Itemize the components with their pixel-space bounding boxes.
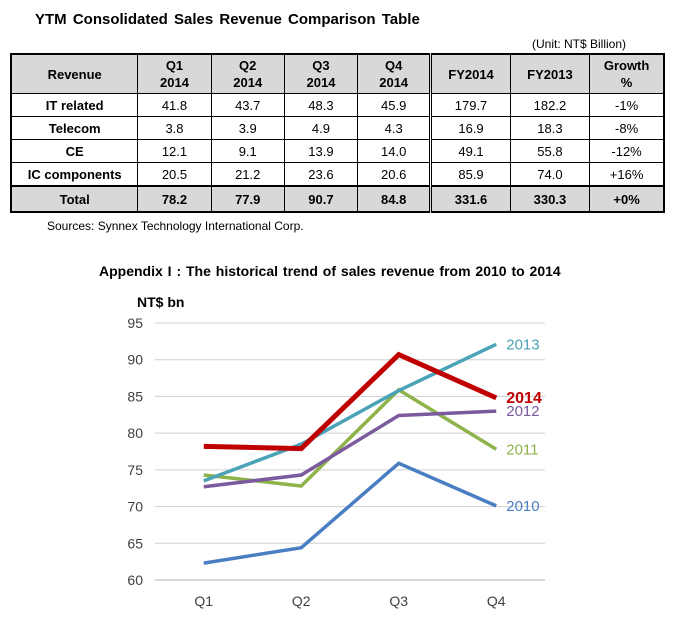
series-line-2014 <box>203 351 498 452</box>
x-tick-label: Q2 <box>292 593 311 609</box>
series-labels: 2010 2011 2012 2013 2014 <box>506 336 542 515</box>
y-tick-label: 70 <box>127 499 143 515</box>
x-tick-label: Q4 <box>487 593 506 609</box>
table-title: YTM Consolidated Sales Revenue Compariso… <box>35 11 420 28</box>
y-tick-label: 95 <box>127 315 143 331</box>
series-label-2010: 2010 <box>506 498 539 515</box>
y-tick-label: 75 <box>127 462 143 478</box>
y-tick-label: 90 <box>127 352 143 368</box>
sales-table: Revenue Q1 2014 Q2 2014 Q3 2014 Q4 2014 FY20… <box>10 53 665 213</box>
total-fy2013: 330.3 <box>509 185 591 213</box>
cell-q3: 23.6 <box>283 162 359 187</box>
row-label: CE <box>10 139 139 163</box>
y-tick-label: 85 <box>127 388 143 404</box>
header-growth: Growth% <box>589 53 665 94</box>
total-q1: 78.2 <box>137 185 212 213</box>
cell-q2: 9.1 <box>210 139 285 163</box>
series-label-2011: 2011 <box>506 441 538 458</box>
cell-fy2013: 55.8 <box>509 139 591 163</box>
cell-q2: 43.7 <box>210 93 285 117</box>
series-line-2013 <box>203 342 498 483</box>
header-fy2013: FY2013 <box>509 53 591 94</box>
y-tick-label: 65 <box>127 535 143 551</box>
cell-q3: 48.3 <box>283 93 359 117</box>
x-tick-label: Q1 <box>194 593 213 609</box>
x-tick-labels: Q1 Q2 Q3 Q4 <box>194 593 505 609</box>
y-tick-label: 60 <box>127 572 143 588</box>
x-tick-label: Q3 <box>389 593 408 609</box>
cell-q3: 4.9 <box>283 116 359 140</box>
table-row: IC components 20.5 21.2 23.6 20.6 85.9 7… <box>10 162 665 187</box>
source-note: Sources: Synnex Technology International… <box>47 219 304 233</box>
series-label-2013: 2013 <box>506 336 539 353</box>
cell-q2: 3.9 <box>210 116 285 140</box>
total-growth: +0% <box>589 185 665 213</box>
total-q3: 90.7 <box>283 185 359 213</box>
series-label-2014: 2014 <box>506 390 542 407</box>
chart-title: Appendix I : The historical trend of sal… <box>99 263 561 279</box>
cell-q4: 14.0 <box>357 139 433 163</box>
cell-q1: 12.1 <box>137 139 212 163</box>
total-q4: 84.8 <box>357 185 433 213</box>
total-q2: 77.9 <box>210 185 285 213</box>
table-header-row: Revenue Q1 2014 Q2 2014 Q3 2014 Q4 2014 FY20… <box>10 53 665 94</box>
series-line-2012 <box>203 409 497 489</box>
chart-grid <box>155 322 545 581</box>
y-tick-label: 80 <box>127 425 143 441</box>
table-row: CE 12.1 9.1 13.9 14.0 49.1 55.8 -12% <box>10 139 665 163</box>
cell-q3: 13.9 <box>283 139 359 163</box>
cell-growth: +16% <box>589 162 665 187</box>
cell-fy2014: 85.9 <box>430 162 511 187</box>
header-q2: Q2 2014 <box>210 53 285 94</box>
series-label-2012: 2012 <box>506 403 539 420</box>
header-q4: Q4 2014 <box>357 53 433 94</box>
header-revenue: Revenue <box>10 53 139 94</box>
y-axis-label: NT$ bn <box>137 294 185 310</box>
table-total-row: Total 78.2 77.9 90.7 84.8 331.6 330.3 +0… <box>10 185 665 213</box>
cell-fy2013: 182.2 <box>509 93 591 117</box>
series-line-2010 <box>203 461 497 565</box>
unit-label: (Unit: NT$ Billion) <box>532 37 627 51</box>
y-tick-labels: 60 65 70 75 80 85 90 95 <box>127 315 143 588</box>
series-lines <box>203 342 498 565</box>
total-label: Total <box>10 185 139 213</box>
cell-q4: 20.6 <box>357 162 433 187</box>
cell-fy2014: 49.1 <box>430 139 511 163</box>
cell-growth: -8% <box>589 116 665 140</box>
total-fy2014: 331.6 <box>430 185 511 213</box>
cell-growth: -12% <box>589 139 665 163</box>
table-row: IT related 41.8 43.7 48.3 45.9 179.7 182… <box>10 93 665 117</box>
cell-fy2014: 179.7 <box>430 93 511 117</box>
